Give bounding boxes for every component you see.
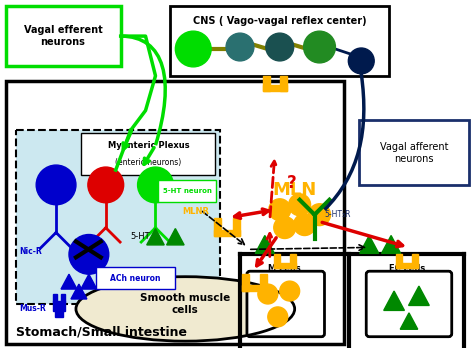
- Circle shape: [268, 307, 288, 327]
- Bar: [242, 274, 249, 291]
- Circle shape: [137, 167, 173, 203]
- Bar: [215, 218, 221, 236]
- Polygon shape: [61, 274, 77, 289]
- Bar: [96, 267, 175, 289]
- Circle shape: [304, 31, 336, 63]
- Polygon shape: [81, 274, 97, 289]
- Text: Mus-R: Mus-R: [19, 304, 46, 313]
- Bar: [233, 218, 240, 236]
- Text: ?: ?: [287, 174, 297, 192]
- Text: 5-HT neuron: 5-HT neuron: [163, 188, 212, 194]
- Text: MLN: MLN: [273, 181, 317, 199]
- Bar: [215, 230, 240, 236]
- Polygon shape: [360, 236, 379, 253]
- Text: Nic-R: Nic-R: [19, 247, 42, 256]
- Bar: [412, 254, 418, 268]
- Polygon shape: [384, 291, 404, 310]
- Circle shape: [175, 31, 211, 67]
- Polygon shape: [71, 284, 87, 299]
- Bar: [6, 81, 345, 344]
- Circle shape: [269, 199, 291, 221]
- Circle shape: [258, 284, 278, 304]
- Bar: [55, 311, 63, 317]
- Polygon shape: [400, 313, 418, 329]
- Polygon shape: [167, 229, 184, 245]
- Polygon shape: [255, 236, 274, 253]
- Bar: [263, 76, 270, 91]
- Text: Myenteric Plexus: Myenteric Plexus: [108, 141, 189, 150]
- Text: Vagal afferent
neurons: Vagal afferent neurons: [380, 142, 448, 164]
- Circle shape: [36, 165, 76, 205]
- Bar: [260, 274, 267, 291]
- Bar: [359, 120, 469, 185]
- Text: CNS ( Vago-vagal reflex center): CNS ( Vago-vagal reflex center): [193, 16, 366, 26]
- Text: MLNR: MLNR: [183, 207, 210, 216]
- Text: ACh neuron: ACh neuron: [110, 274, 161, 283]
- Circle shape: [280, 281, 300, 301]
- Text: M cells: M cells: [268, 264, 301, 273]
- Bar: [396, 263, 418, 268]
- Bar: [280, 76, 287, 91]
- Circle shape: [309, 204, 330, 225]
- Text: EC cells: EC cells: [389, 264, 425, 273]
- Text: 5-HT: 5-HT: [131, 232, 150, 241]
- Circle shape: [226, 33, 254, 61]
- Bar: [263, 86, 287, 91]
- Bar: [158, 180, 216, 202]
- Bar: [170, 6, 389, 76]
- FancyBboxPatch shape: [247, 271, 325, 337]
- Bar: [6, 6, 121, 66]
- Polygon shape: [147, 229, 164, 245]
- Bar: [16, 131, 220, 304]
- Text: Smooth muscle
cells: Smooth muscle cells: [140, 293, 230, 315]
- Text: Vagal efferent
neurons: Vagal efferent neurons: [24, 25, 102, 47]
- Text: (enteric neurons): (enteric neurons): [115, 158, 182, 166]
- Polygon shape: [382, 236, 401, 253]
- Text: 5-HT₃R: 5-HT₃R: [325, 210, 351, 219]
- Bar: [290, 254, 296, 268]
- Bar: [273, 254, 280, 268]
- Circle shape: [69, 235, 109, 274]
- Bar: [273, 263, 296, 268]
- Ellipse shape: [76, 277, 295, 341]
- Polygon shape: [409, 286, 429, 305]
- Circle shape: [266, 33, 294, 61]
- FancyBboxPatch shape: [366, 271, 452, 337]
- Bar: [396, 254, 402, 268]
- Bar: [61, 294, 65, 302]
- Circle shape: [274, 217, 296, 238]
- Bar: [242, 285, 267, 291]
- Circle shape: [289, 194, 310, 216]
- Bar: [53, 294, 57, 302]
- Bar: [81, 133, 215, 175]
- Circle shape: [88, 167, 124, 203]
- Circle shape: [348, 48, 374, 74]
- Text: Stomach/Small intestine: Stomach/Small intestine: [16, 326, 187, 339]
- Circle shape: [294, 214, 316, 236]
- Bar: [53, 301, 65, 311]
